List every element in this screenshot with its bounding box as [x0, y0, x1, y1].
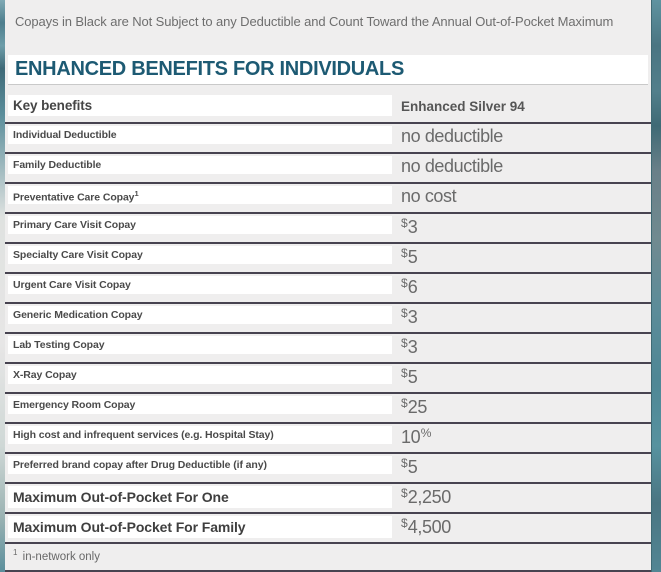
key-benefits-header: Key benefits [8, 95, 392, 116]
table-row: Emergency Room Copay $25 [5, 392, 651, 422]
table-row: Maximum Out-of-Pocket For Family $4,500 [5, 512, 651, 542]
benefit-label: Individual Deductible [8, 126, 392, 144]
benefit-value: $5 [401, 246, 418, 267]
benefit-label: Preferred brand copay after Drug Deducti… [8, 456, 392, 474]
page-background-right-edge [651, 0, 661, 572]
benefit-value: $6 [401, 276, 418, 297]
benefit-label: High cost and infrequent services (e.g. … [8, 426, 392, 444]
benefit-value: $5 [401, 456, 418, 477]
table-row: Maximum Out-of-Pocket For One $2,250 [5, 482, 651, 512]
benefit-label: Preventative Care Copay1 [8, 186, 392, 204]
benefit-value: $3 [401, 336, 418, 357]
benefits-rows: Individual Deductible no deductible Fami… [5, 122, 651, 542]
benefit-value: 10% [401, 426, 432, 447]
benefit-label: Urgent Care Visit Copay [8, 276, 392, 294]
benefit-label: Family Deductible [8, 156, 392, 174]
section-title: ENHANCED BENEFITS FOR INDIVIDUALS [8, 55, 648, 85]
table-row: Preventative Care Copay1 no cost [5, 182, 651, 212]
benefit-value: $25 [401, 396, 428, 417]
benefit-value: $2,250 [401, 486, 451, 507]
benefits-table: Key benefits Enhanced Silver 94 Individu… [5, 93, 651, 572]
benefit-label: X-Ray Copay [8, 366, 392, 384]
table-row: Lab Testing Copay $3 [5, 332, 651, 362]
table-row: Preferred brand copay after Drug Deducti… [5, 452, 651, 482]
table-footnote: 1 in-network only [5, 542, 651, 572]
table-row: Primary Care Visit Copay $3 [5, 212, 651, 242]
benefit-label: Emergency Room Copay [8, 396, 392, 414]
benefit-value: $3 [401, 306, 418, 327]
plan-name-header: Enhanced Silver 94 [401, 99, 525, 114]
table-row: Generic Medication Copay $3 [5, 302, 651, 332]
benefit-value: $5 [401, 366, 418, 387]
copay-disclaimer-note: Copays in Black are Not Subject to any D… [15, 14, 614, 29]
benefit-label: Specialty Care Visit Copay [8, 246, 392, 264]
benefit-label: Generic Medication Copay [8, 306, 392, 324]
benefit-label: Primary Care Visit Copay [8, 216, 392, 234]
table-row: Urgent Care Visit Copay $6 [5, 272, 651, 302]
table-row: Family Deductible no deductible [5, 152, 651, 182]
table-row: High cost and infrequent services (e.g. … [5, 422, 651, 452]
benefit-value: $3 [401, 216, 418, 237]
page-background-left-edge [0, 0, 5, 572]
table-header-row: Key benefits Enhanced Silver 94 [5, 93, 651, 122]
benefit-label: Maximum Out-of-Pocket For Family [8, 516, 392, 538]
table-row: Individual Deductible no deductible [5, 122, 651, 152]
benefit-value: $4,500 [401, 516, 451, 537]
benefit-label: Lab Testing Copay [8, 336, 392, 354]
benefit-value: no cost [401, 186, 457, 206]
benefit-label: Maximum Out-of-Pocket For One [8, 486, 392, 508]
benefit-value: no deductible [401, 126, 503, 146]
table-row: Specialty Care Visit Copay $5 [5, 242, 651, 272]
benefit-value: no deductible [401, 156, 503, 176]
benefits-card: Copays in Black are Not Subject to any D… [5, 0, 651, 572]
table-row: X-Ray Copay $5 [5, 362, 651, 392]
